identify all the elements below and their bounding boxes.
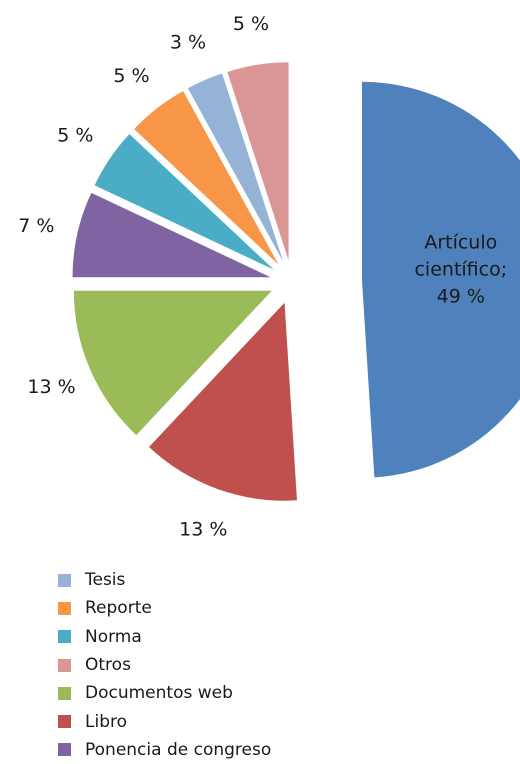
legend-label: Libro [85,711,128,732]
legend-label: Ponencia de congreso [85,739,272,760]
legend-item-libro: Libro [58,707,271,735]
pie-slice-libro [149,302,297,501]
legend-swatch [58,601,71,615]
pie-slice-reporte [134,91,279,265]
data-label-ponencia-de-congreso: 7 % [18,215,54,237]
legend-swatch [58,743,71,757]
legend-item-reporte: Reporte [58,594,271,622]
legend-label: Documentos web [85,683,233,704]
legend-label: Tesis [85,570,126,591]
data-label-norma: 5 % [57,125,93,147]
legend-item-ponencia-de-congreso: Ponencia de congreso [58,736,271,764]
legend: Tesis Reporte Norma Otros Documentos web Libr… [58,566,271,764]
data-label-libro: 13 % [179,519,227,541]
legend-item-otros: Otros [58,651,271,679]
data-label-reporte: 5 % [113,65,149,87]
legend-item-norma: Norma [58,623,271,651]
legend-label: Reporte [85,598,152,619]
legend-label: Otros [85,655,131,676]
legend-swatch [58,658,71,672]
data-label-articulo-cientifico: Artículo científico; 49 % [414,231,507,307]
pie-slice-documentos-web [73,290,272,436]
pie-slice-articulo-cientifico [361,81,520,478]
legend-item-tesis: Tesis [58,566,271,594]
data-label-tesis: 3 % [170,32,206,54]
pie-slice-norma [94,134,274,270]
legend-label: Norma [85,626,142,647]
pie-slice-otros [227,62,289,261]
data-label-documentos-web: 13 % [27,376,75,398]
data-label-otros: 5 % [233,13,269,35]
pie-slice-ponencia-de-congreso [72,192,271,278]
pie-chart: Artículo científico; 49 % 13 % 13 % 7 % 5 % 5 %… [18,13,520,541]
legend-swatch [58,686,71,700]
legend-swatch [58,573,71,587]
pie-slice-tesis [187,73,284,262]
legend-swatch [58,715,71,729]
legend-swatch [58,630,71,644]
legend-item-documentos-web: Documentos web [58,679,271,707]
